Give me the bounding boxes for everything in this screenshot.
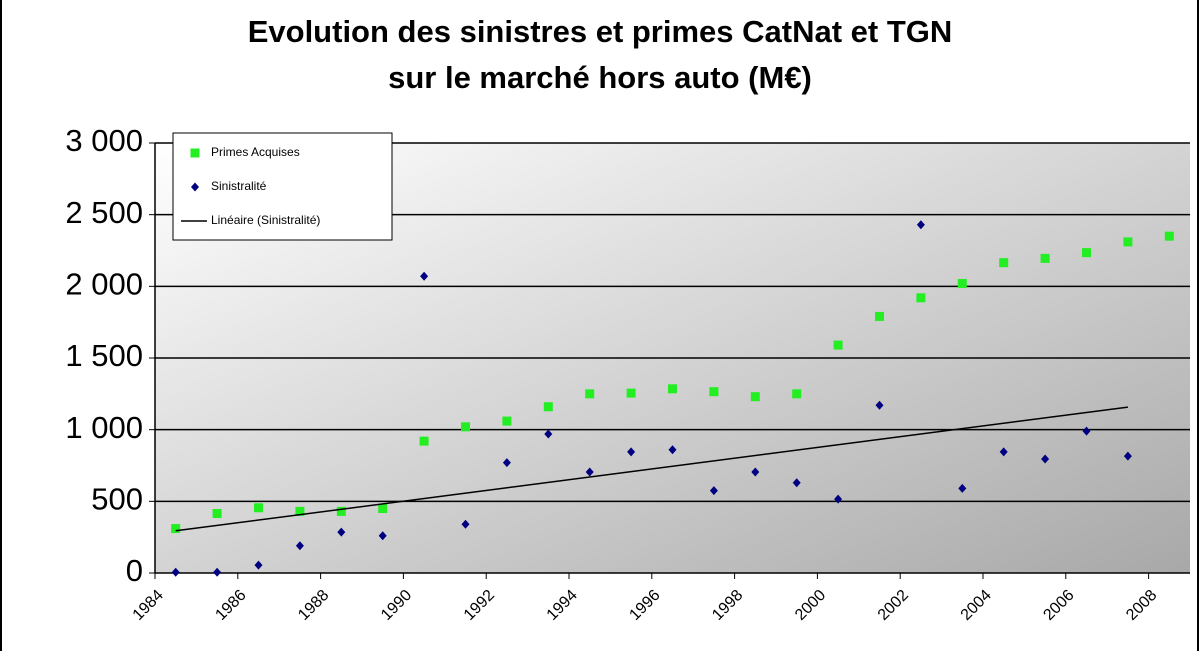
point	[420, 271, 429, 281]
legend-label: Primes Acquises	[211, 145, 300, 159]
point	[709, 387, 719, 397]
x-tick-label: 1986	[212, 587, 249, 624]
x-tick-label: 2000	[792, 587, 829, 624]
point	[461, 422, 470, 432]
point	[875, 311, 884, 321]
point	[378, 504, 388, 513]
x-tick-label: 2006	[1040, 587, 1077, 624]
point	[585, 467, 594, 477]
x-tick-label: 1988	[295, 587, 332, 624]
point	[337, 527, 346, 537]
point	[254, 560, 263, 570]
point	[461, 519, 470, 529]
point	[378, 531, 387, 541]
point	[999, 258, 1009, 268]
point	[626, 388, 636, 398]
x-tick-label: 1994	[544, 587, 581, 624]
point	[751, 467, 760, 477]
point	[543, 402, 553, 412]
point	[957, 278, 967, 288]
point	[833, 340, 843, 350]
y-tick-label: 1 000	[65, 410, 143, 445]
x-tick-label: 2008	[1123, 587, 1160, 624]
point	[916, 220, 925, 230]
point	[502, 416, 512, 426]
point	[295, 541, 304, 551]
point	[792, 478, 801, 488]
point	[1082, 426, 1091, 436]
y-tick-label: 3 000	[65, 123, 143, 158]
y-tick-label: 2 000	[65, 267, 143, 302]
point	[668, 445, 677, 455]
point	[958, 483, 967, 493]
x-tick-label: 1992	[461, 587, 498, 624]
trendline	[175, 406, 1128, 532]
point	[916, 293, 926, 303]
point	[999, 447, 1008, 457]
point	[544, 429, 553, 439]
point	[668, 384, 677, 394]
point	[171, 567, 180, 577]
point	[336, 506, 346, 516]
point	[1123, 451, 1132, 461]
legend-label: Sinistralité	[211, 179, 267, 193]
point	[171, 524, 181, 534]
point	[585, 389, 595, 399]
point	[502, 458, 511, 468]
point	[190, 148, 200, 158]
point	[1082, 248, 1091, 258]
x-tick-label: 1990	[378, 587, 415, 624]
y-tick-label: 1 500	[65, 338, 143, 373]
y-tick-label: 500	[91, 482, 143, 517]
point	[295, 506, 305, 516]
point	[792, 389, 802, 399]
point	[627, 447, 636, 457]
legend-label: Linéaire (Sinistralité)	[211, 213, 320, 227]
y-tick-label: 2 500	[65, 195, 143, 230]
point	[191, 182, 199, 192]
point	[1164, 231, 1174, 241]
point	[875, 400, 884, 410]
y-tick-label: 0	[126, 553, 143, 588]
point	[213, 567, 222, 577]
point	[709, 486, 718, 496]
point	[834, 494, 843, 504]
x-tick-label: 2004	[958, 587, 995, 624]
chart-title: Evolution des sinistres et primes CatNat…	[248, 14, 953, 49]
chart-title: sur le marché hors auto (M€)	[388, 60, 812, 95]
point	[254, 503, 263, 513]
legend-box	[172, 132, 393, 241]
point	[1123, 237, 1133, 247]
point	[750, 392, 760, 402]
x-tick-label: 1984	[130, 587, 167, 624]
x-tick-label: 2002	[875, 587, 912, 624]
point	[212, 509, 222, 519]
x-tick-label: 1998	[709, 587, 746, 624]
point	[419, 436, 429, 446]
x-tick-label: 1996	[626, 587, 663, 624]
point	[1040, 253, 1050, 263]
point	[1041, 454, 1050, 464]
